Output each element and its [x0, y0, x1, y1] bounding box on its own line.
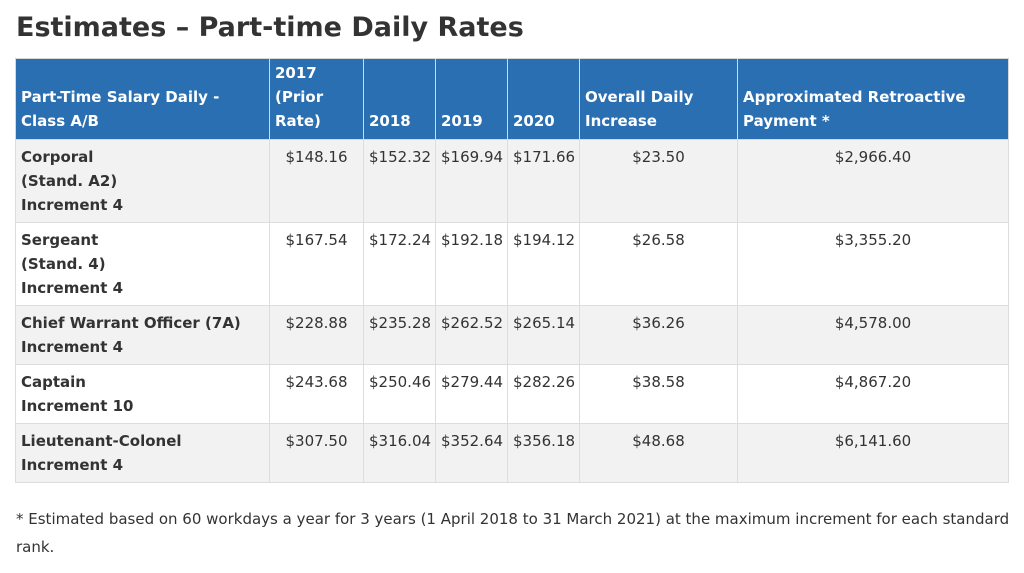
rank-cell: Lieutenant-Colonel Increment 4: [15, 423, 270, 483]
column-header-2018: 2018: [363, 58, 436, 140]
table-row: Sergeant (Stand. 4) Increment 4 $167.54 …: [15, 222, 1009, 306]
rate-2020-cell: $356.18: [507, 423, 580, 483]
rate-2019-cell: $169.94: [435, 139, 508, 223]
overall-increase-cell: $38.58: [579, 364, 738, 424]
table-row: Lieutenant-Colonel Increment 4 $307.50 $…: [15, 423, 1009, 483]
rank-cell: Sergeant (Stand. 4) Increment 4: [15, 222, 270, 306]
rate-2017-cell: $243.68: [269, 364, 364, 424]
rate-2020-cell: $282.26: [507, 364, 580, 424]
rate-2020-cell: $265.14: [507, 305, 580, 365]
rate-2018-cell: $172.24: [363, 222, 436, 306]
overall-increase-cell: $36.26: [579, 305, 738, 365]
overall-increase-cell: $26.58: [579, 222, 738, 306]
column-header-2020: 2020: [507, 58, 580, 140]
rate-2018-cell: $250.46: [363, 364, 436, 424]
rank-cell: Captain Increment 10: [15, 364, 270, 424]
retroactive-payment-cell: $4,867.20: [737, 364, 1009, 424]
table-row: Corporal (Stand. A2) Increment 4 $148.16…: [15, 139, 1009, 223]
table-header-row: Part-Time Salary Daily - Class A/B 2017 …: [15, 58, 1009, 140]
column-header-class: Part-Time Salary Daily - Class A/B: [15, 58, 270, 140]
rate-2019-cell: $352.64: [435, 423, 508, 483]
column-header-2017: 2017 (Prior Rate): [269, 58, 364, 140]
table-row: Chief Warrant Officer (7A) Increment 4 $…: [15, 305, 1009, 365]
overall-increase-cell: $48.68: [579, 423, 738, 483]
footnote: * Estimated based on 60 workdays a year …: [16, 510, 1010, 556]
page-title: Estimates – Part-time Daily Rates: [16, 12, 524, 43]
column-header-overall-increase: Overall Daily Increase: [579, 58, 738, 140]
rate-2019-cell: $192.18: [435, 222, 508, 306]
rate-2017-cell: $307.50: [269, 423, 364, 483]
rank-cell: Chief Warrant Officer (7A) Increment 4: [15, 305, 270, 365]
rank-cell: Corporal (Stand. A2) Increment 4: [15, 139, 270, 223]
retroactive-payment-cell: $2,966.40: [737, 139, 1009, 223]
rate-2020-cell: $171.66: [507, 139, 580, 223]
retroactive-payment-cell: $6,141.60: [737, 423, 1009, 483]
rate-2019-cell: $262.52: [435, 305, 508, 365]
retroactive-payment-cell: $4,578.00: [737, 305, 1009, 365]
overall-increase-cell: $23.50: [579, 139, 738, 223]
column-header-retroactive-payment: Approximated Retroactive Payment *: [737, 58, 1009, 140]
table-row: Captain Increment 10 $243.68 $250.46 $27…: [15, 364, 1009, 424]
rate-2020-cell: $194.12: [507, 222, 580, 306]
retroactive-payment-cell: $3,355.20: [737, 222, 1009, 306]
column-header-2019: 2019: [435, 58, 508, 140]
rate-2019-cell: $279.44: [435, 364, 508, 424]
rate-2018-cell: $235.28: [363, 305, 436, 365]
rate-2017-cell: $167.54: [269, 222, 364, 306]
rates-table: Part-Time Salary Daily - Class A/B 2017 …: [15, 58, 1009, 483]
rate-2018-cell: $152.32: [363, 139, 436, 223]
rate-2017-cell: $228.88: [269, 305, 364, 365]
rate-2018-cell: $316.04: [363, 423, 436, 483]
rate-2017-cell: $148.16: [269, 139, 364, 223]
